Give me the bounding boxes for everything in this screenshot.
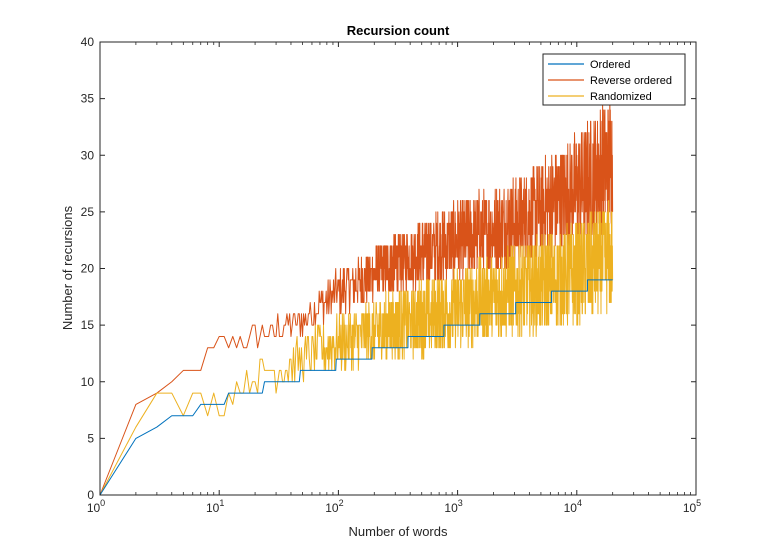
y-tick-label: 5 <box>87 431 94 445</box>
x-tick-label: 102 <box>325 498 343 515</box>
x-tick-exponent: 5 <box>696 498 701 508</box>
y-tick-label: 35 <box>81 92 95 106</box>
x-tick-exponent: 1 <box>219 498 224 508</box>
x-tick-base: 10 <box>564 501 578 515</box>
x-tick-label: 100 <box>87 498 105 515</box>
x-tick-base: 10 <box>683 501 697 515</box>
x-tick-exponent: 2 <box>339 498 344 508</box>
y-tick-label: 20 <box>81 262 95 276</box>
legend: Ordered Reverse ordered Randomized <box>542 53 686 106</box>
y-tick-label: 40 <box>81 35 95 49</box>
legend-label-randomized: Randomized <box>590 91 652 103</box>
legend-label-ordered: Ordered <box>590 59 630 71</box>
x-tick-label: 105 <box>683 498 701 515</box>
x-axis-title: Number of words <box>349 524 448 539</box>
x-tick-label: 104 <box>564 498 582 515</box>
series-line-ordered <box>99 279 613 496</box>
x-tick-label: 101 <box>206 498 224 515</box>
y-tick-label: 15 <box>81 318 95 332</box>
x-tick-exponent: 4 <box>577 498 582 508</box>
legend-label-reverse-ordered: Reverse ordered <box>590 75 672 87</box>
x-tick-label: 103 <box>444 498 462 515</box>
x-tick-base: 10 <box>87 501 101 515</box>
series-layer <box>99 98 614 496</box>
y-axis-title: Number of recursions <box>60 205 75 330</box>
x-tick-exponent: 3 <box>458 498 463 508</box>
chart-title: Recursion count <box>347 23 450 38</box>
series-line-reverse-ordered <box>99 98 614 496</box>
y-tick-label: 10 <box>81 375 95 389</box>
y-tick-label: 0 <box>87 488 94 502</box>
x-tick-base: 10 <box>206 501 220 515</box>
series-line-randomized <box>99 200 614 496</box>
x-tick-base: 10 <box>444 501 458 515</box>
x-tick-base: 10 <box>325 501 339 515</box>
y-tick-label: 25 <box>81 205 95 219</box>
y-tick-label: 30 <box>81 148 95 162</box>
x-tick-exponent: 0 <box>100 498 105 508</box>
